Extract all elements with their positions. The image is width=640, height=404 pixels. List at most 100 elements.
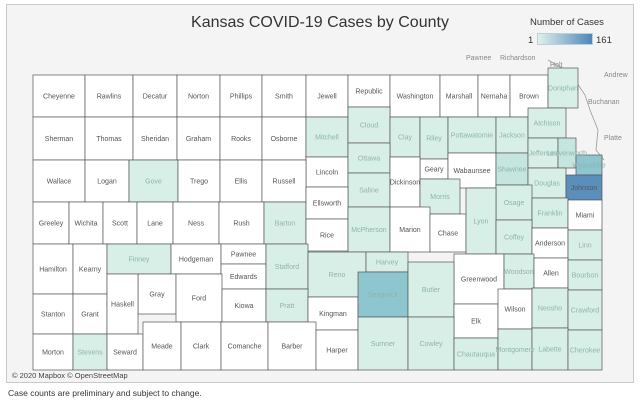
county-kiowa[interactable] <box>221 288 267 323</box>
county-label-wilson: Wilson <box>504 307 525 314</box>
county-morton[interactable] <box>32 333 74 371</box>
county-finney[interactable] <box>106 243 172 275</box>
county-riley[interactable] <box>419 116 449 160</box>
county-cheyenne[interactable] <box>32 74 86 118</box>
county-label-pratt: Pratt <box>280 303 295 310</box>
county-label-sedgwick: Sedgwick <box>368 292 398 299</box>
county-lyon[interactable] <box>465 187 497 255</box>
county-linn[interactable] <box>567 229 603 261</box>
county-label-finney: Finney <box>128 257 150 264</box>
county-label-mcpherson: McPherson <box>351 227 387 234</box>
county-seward[interactable] <box>106 333 144 371</box>
county-ellsworth[interactable] <box>305 186 349 220</box>
county-lane[interactable] <box>136 201 174 245</box>
county-labette[interactable] <box>531 327 569 371</box>
county-mcpherson[interactable] <box>347 206 391 253</box>
county-label-smith: Smith <box>275 94 293 101</box>
county-rooks[interactable] <box>219 116 263 161</box>
legend-title: Number of Cases <box>530 17 604 28</box>
county-pottawatomie[interactable] <box>447 116 497 154</box>
county-label-haskell: Haskell <box>111 302 134 309</box>
county-shawnee[interactable] <box>495 152 529 186</box>
county-label-republic: Republic <box>355 89 383 96</box>
county-label-harper: Harper <box>326 348 348 355</box>
county-rice[interactable] <box>305 218 349 252</box>
county-reno[interactable] <box>307 251 367 298</box>
county-republic[interactable] <box>347 74 391 108</box>
map-title: Kansas COVID-19 Cases by County <box>191 14 449 31</box>
county-cowley[interactable] <box>407 316 455 371</box>
county-layer <box>32 67 603 371</box>
county-label-lincoln: Lincoln <box>316 170 338 177</box>
county-rush[interactable] <box>218 201 265 245</box>
county-dickinson[interactable] <box>389 156 421 208</box>
edge-label-platte: Platte <box>604 135 622 142</box>
county-haskell[interactable] <box>106 273 139 335</box>
county-crawford[interactable] <box>567 289 603 331</box>
county-label-trego: Trego <box>190 179 208 186</box>
county-washington[interactable] <box>389 74 441 118</box>
county-pratt[interactable] <box>265 288 309 323</box>
county-stevens[interactable] <box>72 333 108 371</box>
county-jackson[interactable] <box>495 116 529 154</box>
county-label-rice: Rice <box>320 233 334 240</box>
county-label-osborne: Osborne <box>271 136 298 143</box>
county-wichita[interactable] <box>68 201 104 245</box>
county-label-riley: Riley <box>426 136 442 143</box>
county-edwards[interactable] <box>220 263 267 290</box>
county-label-gray: Gray <box>149 292 165 299</box>
county-atchison[interactable] <box>527 107 567 139</box>
county-doniphan[interactable] <box>547 67 579 109</box>
county-johnson[interactable] <box>565 174 603 201</box>
county-harper[interactable] <box>315 329 359 371</box>
county-label-dickinson: Dickinson <box>390 180 420 187</box>
county-wilson[interactable] <box>497 288 533 330</box>
county-meade[interactable] <box>142 321 182 371</box>
county-label-marion: Marion <box>399 227 421 234</box>
county-franklin[interactable] <box>531 197 569 229</box>
county-label-reno: Reno <box>329 272 346 279</box>
county-label-cheyenne: Cheyenne <box>43 94 75 101</box>
county-comanche[interactable] <box>220 321 269 371</box>
county-wallace[interactable] <box>32 159 86 203</box>
county-hamilton[interactable] <box>32 243 74 295</box>
county-lincoln[interactable] <box>305 156 349 188</box>
county-sherman[interactable] <box>32 116 86 161</box>
county-label-barber: Barber <box>281 344 303 351</box>
county-chautauqua[interactable] <box>453 337 499 371</box>
county-label-chautauqua: Chautauqua <box>457 352 495 359</box>
county-label-washington: Washington <box>397 94 434 101</box>
map-attribution[interactable]: © 2020 Mapbox © OpenStreetMap <box>12 371 128 380</box>
county-label-butler: Butler <box>422 287 441 294</box>
county-grant[interactable] <box>72 293 108 335</box>
county-graham[interactable] <box>176 116 221 161</box>
county-bourbon[interactable] <box>567 259 603 291</box>
county-ottawa[interactable] <box>347 142 391 174</box>
county-label-saline: Saline <box>359 188 379 195</box>
county-ellis[interactable] <box>219 159 263 203</box>
county-sedgwick[interactable] <box>357 271 409 318</box>
county-barton[interactable] <box>263 201 307 245</box>
county-label-nemaha: Nemaha <box>481 94 508 101</box>
county-label-sherman: Sherman <box>45 136 74 143</box>
county-russell[interactable] <box>261 159 307 203</box>
county-leavenworth[interactable] <box>557 137 577 169</box>
county-marshall[interactable] <box>439 74 479 118</box>
county-label-rush: Rush <box>233 221 249 228</box>
county-label-osage: Osage <box>504 200 525 207</box>
county-chase[interactable] <box>429 213 467 253</box>
county-hodgeman[interactable] <box>170 243 222 275</box>
county-cherokee[interactable] <box>567 329 603 371</box>
county-sumner[interactable] <box>357 316 409 371</box>
county-phillips[interactable] <box>219 74 263 118</box>
county-miami[interactable] <box>567 199 603 231</box>
county-kearny[interactable] <box>72 243 108 295</box>
edge-label-buchanan: Buchanan <box>588 99 620 106</box>
county-label-morton: Morton <box>42 350 64 357</box>
county-label-rawlins: Rawlins <box>97 94 122 101</box>
county-neosho[interactable] <box>531 287 569 329</box>
county-label-lyon: Lyon <box>474 219 489 226</box>
county-ford[interactable] <box>175 273 223 323</box>
county-butler[interactable] <box>407 261 455 318</box>
